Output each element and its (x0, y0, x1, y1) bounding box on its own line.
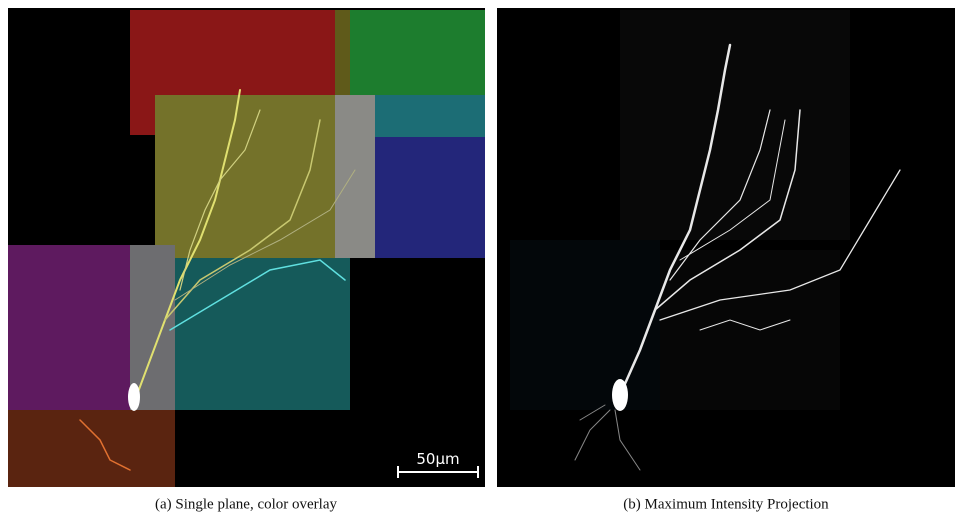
panel-b (497, 8, 955, 487)
tile-magenta (8, 245, 130, 410)
faint-tile (510, 240, 660, 410)
tile-grey (335, 95, 375, 258)
tile-dark-teal (175, 258, 350, 410)
tile-teal (375, 95, 485, 137)
tile-green (350, 10, 485, 95)
panel-a: 50µm (8, 8, 485, 487)
soma (128, 383, 140, 411)
page: {"panels": [ {"caption": "(a) Single pla… (0, 0, 960, 517)
scale-bar-label: 50µm (416, 450, 459, 468)
caption: (b) Maximum Intensity Projection (623, 496, 829, 512)
tile-blue (375, 137, 485, 258)
soma (612, 379, 628, 411)
figure: 50µm (a) Single plane, color overlay (b)… (0, 0, 960, 517)
tile-orange (8, 410, 175, 487)
caption: (a) Single plane, color overlay (155, 496, 338, 512)
faint-tile (660, 250, 840, 410)
tile-olive-strip (335, 10, 350, 95)
